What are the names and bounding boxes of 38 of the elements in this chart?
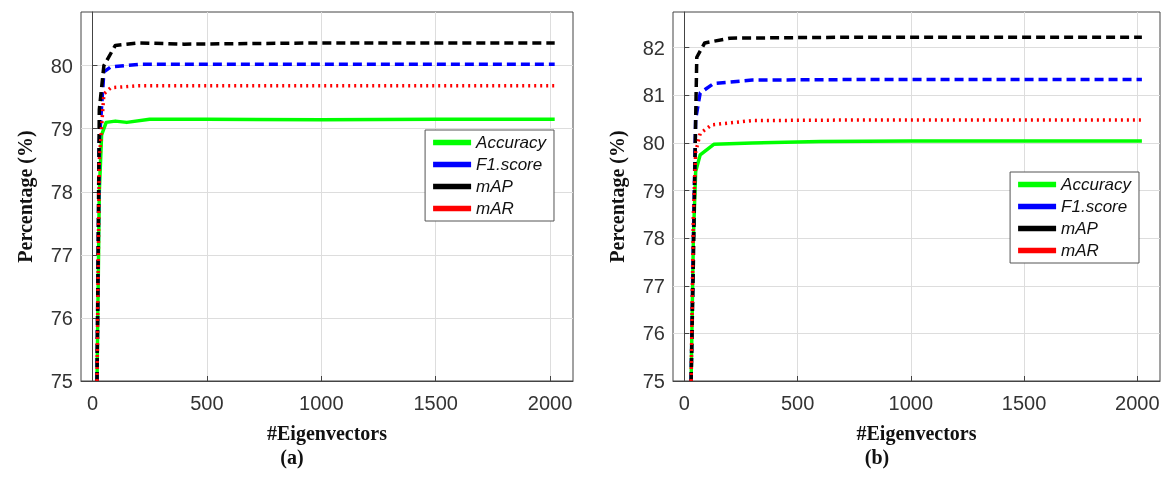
x-tick-label: 2000 [1115,392,1160,414]
x-tick-label: 1500 [413,392,458,414]
legend-label: F1.score [476,155,543,174]
legend-label: mAP [476,177,514,196]
x-tick-label: 1500 [1001,392,1047,414]
x-tick-label: 0 [678,392,690,414]
y-axis-title: Percentage (%) [606,130,629,263]
y-tick-label: 78 [50,180,73,203]
legend-label: mAP [1061,219,1099,238]
y-tick-label: 80 [642,131,665,154]
y-tick-label: 76 [50,306,73,329]
legend-label: F1.score [1061,197,1128,216]
y-tick-label: 75 [50,370,73,392]
y-tick-label: 79 [50,117,73,140]
x-tick-label: 0 [86,392,98,414]
y-tick-label: 78 [642,227,665,250]
y-tick-label: 76 [642,322,665,345]
y-axis-title: Percentage (%) [14,130,37,263]
x-tick-label: 500 [780,392,815,414]
legend-label: mAR [476,199,514,218]
y-tick-label: 80 [50,54,73,77]
y-tick-label: 77 [50,243,73,266]
x-tick-label: 2000 [527,392,573,414]
y-tick-label: 75 [642,370,665,392]
x-tick-label: 1000 [888,392,934,414]
legend-label: mAR [1061,241,1099,260]
x-axis-title: #Eigenvectors [267,422,388,445]
y-tick-label: 82 [642,36,665,59]
y-tick-label: 81 [642,84,665,107]
x-tick-label: 1000 [299,392,344,414]
text: (a) [280,446,304,469]
text: (b) [864,446,890,469]
y-tick-label: 77 [642,274,665,297]
legend-label: Accuracy [1060,175,1133,194]
y-tick-label: 79 [642,179,665,202]
x-axis-title: #Eigenvectors [856,422,977,445]
legend-label: Accuracy [475,133,548,152]
x-tick-label: 500 [190,392,224,414]
